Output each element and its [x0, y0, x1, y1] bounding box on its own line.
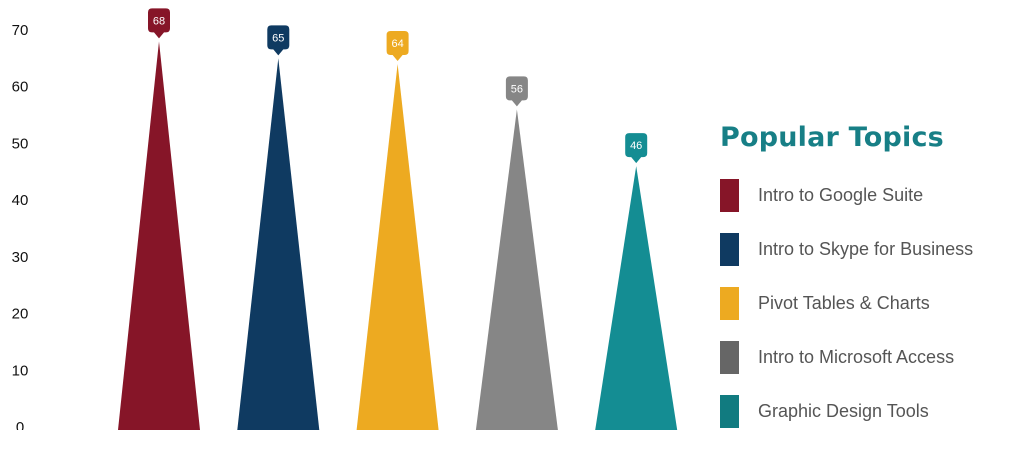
legend-item-skype-for-business: Intro to Skype for Business [720, 233, 1017, 267]
y-tick-label-50: 50 [12, 135, 29, 152]
legend-title: Popular Topics [720, 122, 944, 153]
legend-label: Intro to Microsoft Access [758, 347, 955, 367]
legend-label: Intro to Skype for Business [758, 239, 974, 259]
data-label-intro-to-microsoft-access: 56 [511, 83, 523, 95]
legend-swatch [720, 233, 739, 266]
data-label-pivot-tables-charts: 64 [391, 38, 403, 50]
bar-intro-to-google-suite [118, 41, 200, 430]
legend-item-microsoft-access: Intro to Microsoft Access [720, 341, 1017, 375]
y-tick-label-40: 40 [12, 192, 29, 209]
y-tick-label-70: 70 [12, 22, 29, 39]
legend-swatch [720, 179, 739, 212]
data-label-graphic-design-tools: 46 [630, 140, 642, 152]
y-tick-label-10: 10 [12, 362, 29, 379]
chart-data-labels: 68 65 64 56 46 [148, 8, 648, 164]
legend-swatch [720, 395, 739, 428]
legend-swatch [720, 287, 739, 320]
triangle-bar-chart: 0 10 20 30 40 50 60 70 68 65 64 56 46 [12, 8, 678, 430]
y-tick-label-60: 60 [12, 79, 29, 96]
legend-label: Pivot Tables & Charts [758, 293, 930, 313]
y-tick-label-20: 20 [12, 306, 29, 323]
chart-bars [118, 41, 678, 430]
data-label-intro-to-skype-for-business: 65 [272, 32, 284, 44]
legend-label: Graphic Design Tools [758, 401, 929, 421]
y-axis: 0 10 20 30 40 50 60 70 [12, 22, 29, 430]
legend: Popular Topics Intro to Google Suite Int… [720, 122, 1017, 449]
data-label-pin-intro-to-skype-for-business [267, 25, 290, 56]
legend-swatch [720, 341, 739, 374]
bar-intro-to-microsoft-access [475, 109, 558, 430]
bar-pivot-tables-charts [356, 64, 439, 430]
y-tick-label-0: 0 [16, 419, 24, 430]
data-label-pin-pivot-tables-charts [386, 31, 409, 62]
data-label-pin-intro-to-google-suite [148, 8, 170, 39]
legend-item-google-suite: Intro to Google Suite [720, 179, 1017, 213]
bar-graphic-design-tools [595, 166, 678, 430]
legend-item-graphic-design-tools: Graphic Design Tools [720, 395, 1017, 429]
data-label-intro-to-google-suite: 68 [153, 15, 165, 27]
data-label-pin-graphic-design-tools [625, 133, 648, 164]
bar-intro-to-skype-for-business [237, 58, 320, 430]
legend-item-pivot-tables: Pivot Tables & Charts [720, 287, 1017, 321]
y-tick-label-30: 30 [12, 249, 29, 266]
data-label-pin-intro-to-microsoft-access [505, 76, 528, 107]
legend-label: Intro to Google Suite [758, 185, 924, 205]
